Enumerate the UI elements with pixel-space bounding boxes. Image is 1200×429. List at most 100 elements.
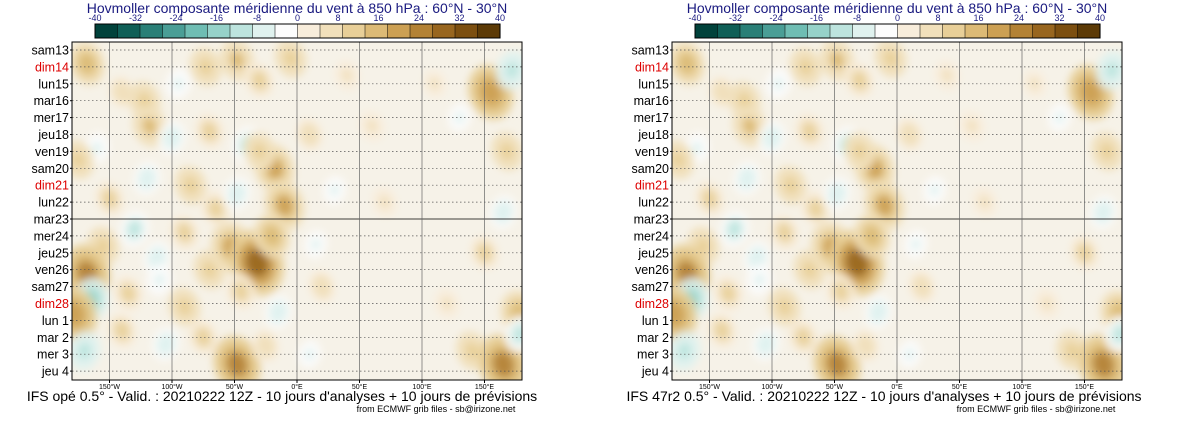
southerly-anomaly — [196, 329, 210, 345]
northerly-anomaly — [831, 186, 843, 201]
colorbar-tick-label: 16 — [973, 13, 983, 23]
southerly-anomaly — [203, 123, 216, 139]
southerly-anomaly — [226, 352, 248, 377]
longitude-label: 50°E — [952, 383, 968, 391]
chart-title: Hovmoller composante méridienne du vent … — [687, 0, 1108, 16]
southerly-anomaly — [721, 285, 735, 301]
colorbar-swatch — [784, 23, 809, 39]
day-label: sam13 — [31, 44, 69, 58]
southerly-anomaly — [829, 51, 845, 69]
northerly-anomaly — [454, 111, 465, 124]
northerly-anomaly — [741, 171, 753, 186]
chart-title: Hovmoller composante méridienne du vent … — [87, 0, 508, 16]
day-label: dim21 — [35, 179, 69, 193]
southerly-anomaly — [429, 77, 440, 90]
southerly-anomaly — [72, 151, 86, 169]
northerly-anomaly — [759, 336, 772, 352]
colorbar-tick-label: -16 — [810, 13, 823, 23]
southerly-anomaly — [716, 85, 728, 100]
colorbar-tick-label: 24 — [1014, 13, 1024, 23]
southerly-anomaly — [742, 117, 757, 135]
colorbar-tick-label: -32 — [129, 13, 142, 23]
longitude-label: 100°W — [161, 383, 182, 391]
southerly-anomaly — [859, 338, 872, 353]
hovmoller-panel-ifs-ope: Hovmoller composante méridienne du vent … — [27, 0, 537, 414]
southerly-anomaly — [826, 352, 848, 377]
southerly-anomaly — [341, 68, 353, 82]
colorbar-swatch — [694, 23, 719, 39]
colorbar-swatch — [387, 23, 411, 39]
northerly-anomaly — [772, 77, 784, 91]
longitude-label: 50°E — [352, 383, 368, 391]
colorbar-tick-label: 0 — [895, 13, 900, 23]
longitude-label: 100°W — [761, 383, 782, 391]
southerly-anomaly — [696, 237, 711, 255]
day-label: lun22 — [38, 196, 69, 210]
colorbar-tick-label: 40 — [1095, 13, 1105, 23]
southerly-anomaly — [852, 143, 867, 160]
southerly-anomaly — [121, 285, 135, 301]
colorbar-swatch — [1054, 23, 1079, 39]
colorbar-tick-label: -16 — [210, 13, 223, 23]
day-label: jeu18 — [637, 128, 669, 142]
southerly-anomaly — [845, 249, 869, 277]
colorbar-tick-label: 16 — [373, 13, 383, 23]
day-label: dim21 — [635, 179, 669, 193]
grid-lines — [72, 42, 522, 380]
southerly-anomaly — [1065, 342, 1079, 359]
colorbar-swatch — [852, 23, 876, 39]
southerly-anomaly — [481, 80, 501, 104]
southerly-anomaly — [853, 72, 866, 89]
southerly-anomaly — [79, 54, 95, 73]
colorbar-swatch — [829, 23, 854, 39]
colorbar-swatch — [964, 23, 989, 39]
southerly-anomaly — [1029, 77, 1040, 90]
day-labels: sam13 dim14 lun15 mar16 mer17 jeu18 ven19 sam20… — [31, 44, 72, 379]
northerly-anomaly — [691, 141, 703, 155]
colorbar-tick-labels: -40 -32 -24 -16 -8 0 8 16 24 32 40 — [688, 13, 1105, 23]
day-label: lun15 — [638, 77, 669, 91]
colorbar-swatch — [874, 23, 899, 39]
day-label: jeu25 — [637, 246, 669, 260]
longitude-label: 150°E — [1075, 383, 1094, 391]
southerly-anomaly — [803, 123, 816, 139]
colorbar-swatch — [207, 23, 231, 39]
colorbar-frame — [94, 23, 501, 39]
day-label: sam20 — [31, 162, 69, 176]
southerly-anomaly — [783, 177, 798, 194]
southerly-anomaly — [1100, 143, 1114, 160]
southerly-anomaly — [875, 195, 894, 216]
day-label: jeu 4 — [641, 365, 669, 379]
day-label: sam20 — [631, 162, 669, 176]
longitude-label: 150°W — [699, 383, 720, 391]
southerly-anomaly — [796, 329, 810, 345]
northerly-anomaly — [159, 336, 172, 352]
colorbar-tick-label: -40 — [88, 13, 101, 23]
northerly-anomaly — [751, 250, 763, 265]
southerly-anomaly — [72, 302, 85, 326]
colorbar-swatch — [184, 23, 209, 39]
northerly-anomaly — [128, 221, 141, 237]
northerly-anomaly — [231, 186, 243, 201]
southerly-anomaly — [115, 322, 129, 339]
southerly-anomaly — [1081, 80, 1101, 104]
colorbar-swatch — [897, 23, 921, 39]
colorbar-tick-label: 0 — [295, 13, 300, 23]
colorbar-tick-label: -24 — [769, 13, 782, 23]
southerly-anomaly — [1092, 351, 1114, 378]
day-label: jeu25 — [37, 246, 69, 260]
day-label: lun15 — [38, 77, 69, 91]
day-label: ven26 — [635, 263, 669, 277]
day-label: dim14 — [635, 60, 669, 74]
chart-credit: from ECMWF grib files - sb@irizone.net — [357, 404, 516, 414]
southerly-anomaly — [672, 151, 686, 169]
longitude-label: 150°W — [99, 383, 120, 391]
day-label: mer17 — [634, 111, 669, 125]
northerly-anomaly — [151, 250, 163, 265]
northerly-anomaly — [91, 141, 103, 155]
northerly-anomaly — [154, 273, 165, 287]
southerly-anomaly — [259, 338, 272, 353]
day-label: jeu18 — [37, 128, 69, 142]
colorbar-swatch — [987, 23, 1011, 39]
colorbar — [694, 23, 1101, 39]
